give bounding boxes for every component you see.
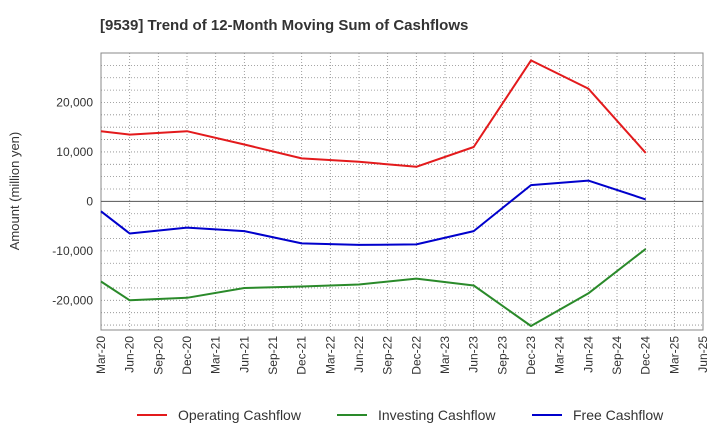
x-tick-label: Mar-23 — [438, 336, 452, 374]
legend-label: Investing Cashflow — [378, 407, 496, 423]
x-tick-label: Jun-25 — [696, 336, 710, 373]
y-tick-label: 0 — [86, 194, 93, 208]
x-tick-label: Mar-24 — [553, 336, 567, 374]
legend: Operating Cashflow Investing Cashflow Free… — [137, 407, 664, 423]
x-tick-label: Jun-24 — [581, 336, 595, 373]
x-tick-label: Dec-23 — [524, 336, 538, 375]
y-axis-ticks: 20,000 10,000 0 -10,000 -20,000 — [52, 95, 93, 307]
x-tick-label: Mar-20 — [94, 336, 108, 374]
x-tick-label: Sep-24 — [610, 336, 624, 375]
x-tick-label: Dec-21 — [295, 336, 309, 375]
y-tick-label: -20,000 — [52, 293, 93, 307]
x-tick-label: Sep-21 — [266, 336, 280, 375]
x-tick-label: Sep-22 — [381, 336, 395, 375]
series-line — [100, 248, 647, 327]
x-tick-label: Jun-20 — [123, 336, 137, 373]
chart-title: [9539] Trend of 12-Month Moving Sum of C… — [100, 17, 468, 34]
plot-frame — [100, 52, 704, 331]
x-tick-label: Dec-22 — [409, 336, 423, 375]
x-tick-label: Mar-25 — [667, 336, 681, 374]
series-line — [100, 59, 647, 168]
x-tick-label: Sep-20 — [151, 336, 165, 375]
plot-area — [100, 52, 704, 331]
y-tick-label: 10,000 — [56, 145, 93, 159]
legend-label: Free Cashflow — [573, 407, 664, 423]
y-tick-label: 20,000 — [56, 95, 93, 109]
legend-label: Operating Cashflow — [178, 407, 302, 423]
x-tick-label: Mar-21 — [209, 336, 223, 374]
y-tick-label: -10,000 — [52, 244, 93, 258]
x-tick-label: Jun-23 — [467, 336, 481, 373]
x-tick-label: Jun-22 — [352, 336, 366, 373]
series-lines — [100, 59, 647, 327]
x-axis-ticks: Mar-20 Jun-20 Sep-20 Dec-20 Mar-21 Jun-21 Sep-… — [94, 336, 710, 375]
series-line — [100, 179, 647, 246]
x-tick-label: Sep-23 — [495, 336, 509, 375]
x-tick-label: Mar-22 — [323, 336, 337, 374]
y-axis-label: Amount (million yen) — [7, 132, 22, 251]
x-tick-label: Dec-20 — [180, 336, 194, 375]
x-tick-label: Dec-24 — [639, 336, 653, 375]
grid — [101, 53, 703, 330]
x-tick-label: Jun-21 — [237, 336, 251, 373]
